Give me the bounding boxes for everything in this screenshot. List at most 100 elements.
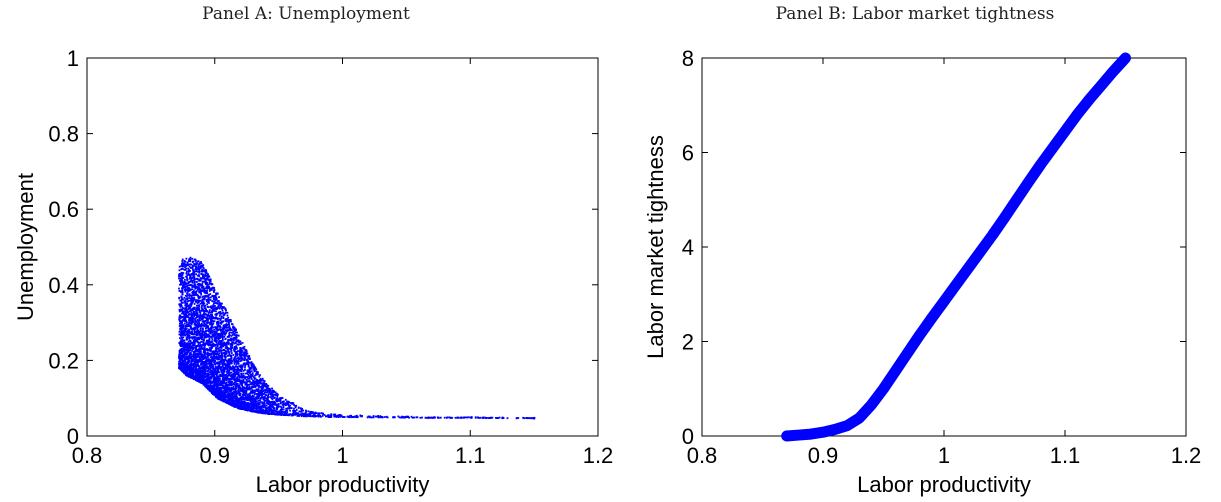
data-point bbox=[221, 365, 224, 368]
data-point bbox=[257, 391, 260, 394]
data-point bbox=[213, 353, 215, 356]
data-point bbox=[197, 361, 199, 364]
data-point bbox=[180, 290, 183, 293]
data-point bbox=[230, 343, 233, 346]
data-point bbox=[208, 389, 211, 391]
data-point bbox=[195, 312, 198, 315]
data-point bbox=[190, 288, 193, 291]
data-point bbox=[253, 380, 255, 383]
data-point bbox=[201, 381, 203, 384]
data-point bbox=[201, 269, 204, 272]
data-point bbox=[234, 373, 237, 376]
data-point bbox=[183, 320, 186, 322]
data-point bbox=[210, 364, 213, 367]
data-point bbox=[235, 351, 238, 354]
data-point bbox=[215, 331, 217, 334]
data-point bbox=[180, 274, 183, 277]
data-point bbox=[249, 398, 252, 401]
data-point bbox=[190, 320, 193, 323]
data-point bbox=[205, 287, 207, 290]
data-point bbox=[184, 353, 187, 356]
data-point bbox=[198, 297, 200, 300]
data-point bbox=[254, 380, 257, 383]
data-point bbox=[180, 276, 183, 278]
data-point bbox=[191, 300, 194, 303]
data-point bbox=[228, 399, 231, 402]
data-point bbox=[218, 377, 220, 380]
data-point bbox=[187, 290, 189, 293]
data-point bbox=[232, 370, 235, 373]
data-point bbox=[223, 380, 226, 383]
data-point bbox=[223, 328, 225, 331]
data-point bbox=[236, 369, 238, 372]
data-point bbox=[227, 348, 229, 351]
data-point bbox=[241, 402, 243, 405]
data-point bbox=[222, 396, 224, 399]
data-point bbox=[220, 392, 223, 395]
data-point bbox=[242, 401, 245, 404]
data-point bbox=[191, 319, 194, 322]
data-point bbox=[183, 362, 186, 365]
data-point bbox=[211, 369, 214, 372]
data-point bbox=[181, 338, 184, 340]
data-point bbox=[219, 311, 221, 313]
data-point bbox=[178, 360, 181, 363]
data-point bbox=[233, 402, 236, 405]
data-point bbox=[254, 402, 257, 404]
data-point bbox=[242, 391, 245, 394]
data-point bbox=[198, 379, 201, 382]
data-point bbox=[210, 380, 212, 383]
data-point bbox=[190, 315, 193, 317]
data-point bbox=[238, 358, 241, 361]
data-point bbox=[203, 291, 206, 294]
data-point bbox=[190, 323, 193, 326]
data-point bbox=[256, 403, 259, 405]
data-point bbox=[208, 285, 211, 288]
data-point bbox=[259, 391, 262, 393]
data-point bbox=[195, 334, 198, 337]
data-point bbox=[184, 282, 186, 284]
data-point bbox=[196, 312, 199, 315]
data-point bbox=[193, 270, 196, 273]
data-point bbox=[216, 372, 219, 375]
data-point bbox=[213, 305, 216, 308]
data-point bbox=[189, 274, 192, 277]
data-point bbox=[191, 288, 194, 291]
data-point bbox=[200, 336, 202, 338]
data-point bbox=[246, 352, 249, 355]
data-point bbox=[252, 407, 255, 410]
y-tick-label: 0.8 bbox=[48, 122, 79, 147]
data-point bbox=[230, 359, 233, 362]
data-point bbox=[223, 335, 226, 338]
data-point bbox=[205, 366, 208, 369]
data-point bbox=[214, 368, 217, 371]
data-point bbox=[188, 319, 190, 321]
data-point bbox=[198, 289, 201, 292]
data-point bbox=[214, 339, 217, 341]
data-point bbox=[228, 321, 230, 324]
data-point bbox=[195, 273, 198, 276]
data-point bbox=[260, 379, 263, 381]
data-point bbox=[233, 360, 236, 362]
data-point bbox=[224, 343, 227, 346]
data-point bbox=[206, 310, 209, 312]
data-point bbox=[200, 273, 203, 275]
data-point bbox=[225, 347, 228, 350]
data-point bbox=[213, 374, 216, 376]
data-point bbox=[219, 390, 222, 393]
data-point bbox=[233, 329, 236, 331]
data-point bbox=[183, 307, 186, 310]
data-point bbox=[220, 322, 223, 325]
data-point bbox=[260, 410, 262, 413]
data-point bbox=[197, 350, 200, 353]
data-point bbox=[223, 355, 226, 358]
data-point bbox=[251, 385, 254, 388]
data-point bbox=[213, 370, 216, 373]
data-point bbox=[182, 298, 184, 301]
data-point bbox=[221, 337, 224, 340]
data-point bbox=[234, 353, 237, 356]
data-point bbox=[242, 372, 245, 375]
data-point bbox=[248, 392, 251, 395]
data-point bbox=[203, 280, 206, 283]
data-point bbox=[228, 395, 231, 398]
